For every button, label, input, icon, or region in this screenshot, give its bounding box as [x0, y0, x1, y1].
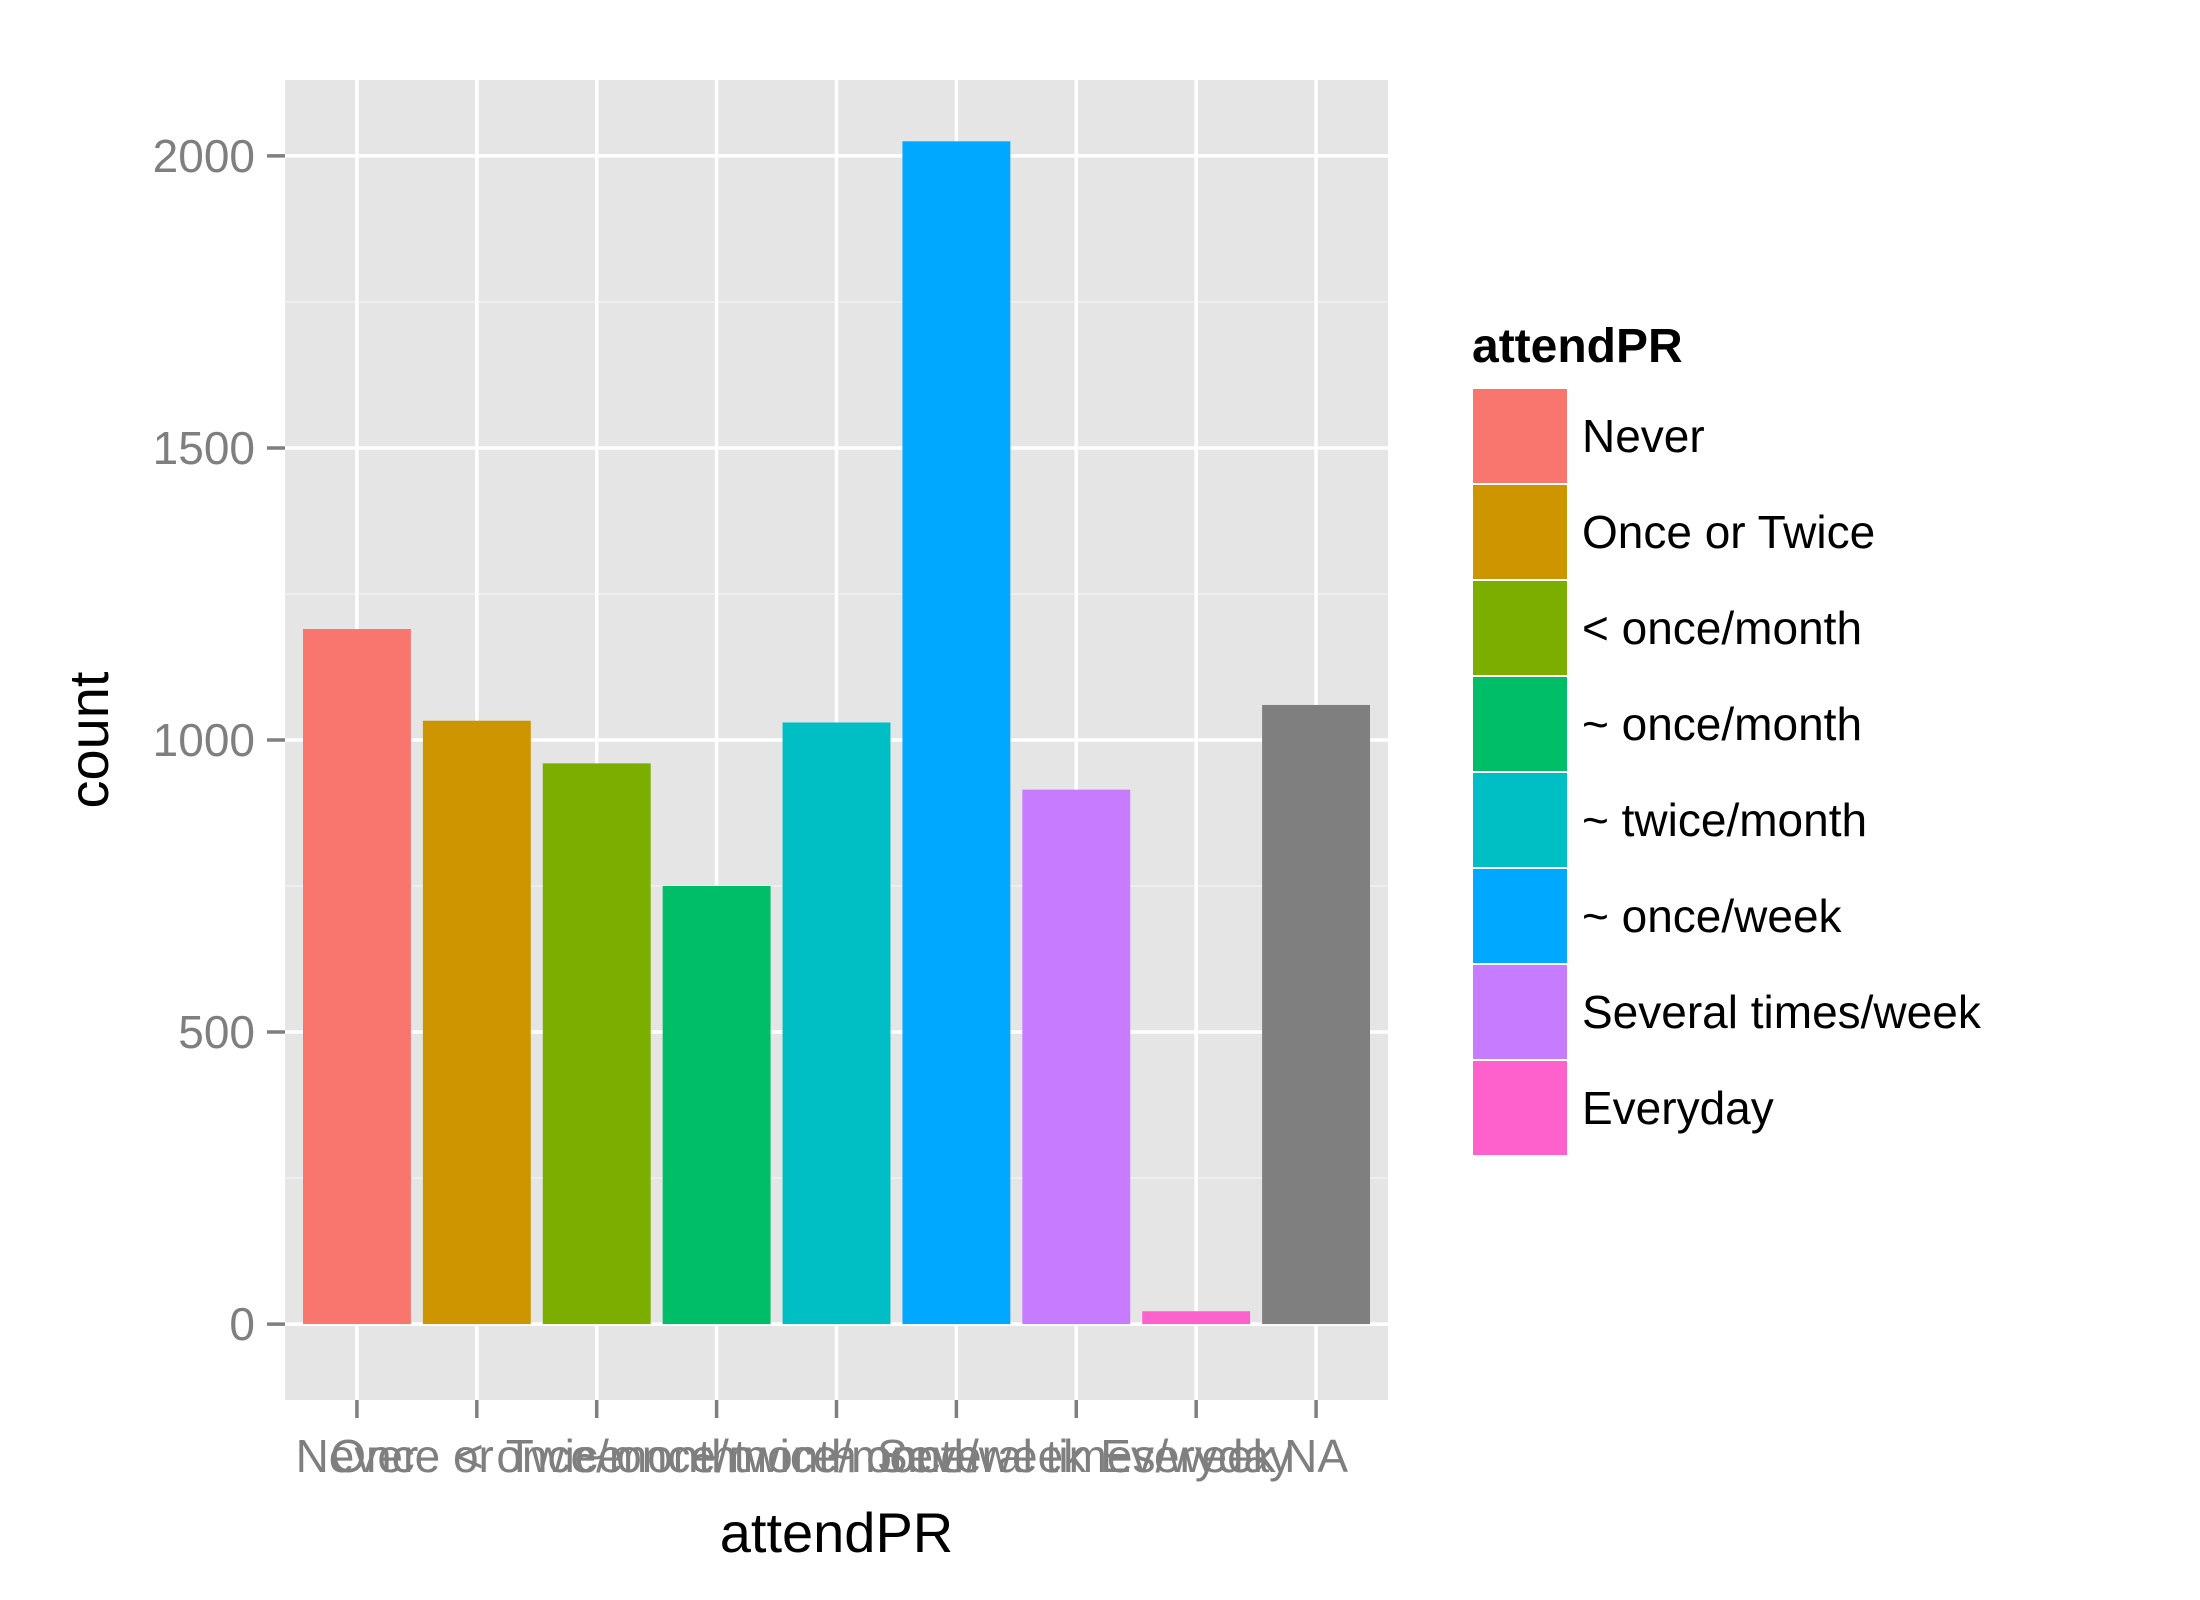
y-axis: 0 500 1000 1500 2000 [153, 130, 285, 1350]
y-tick-label: 2000 [153, 130, 255, 182]
legend-items: Never Once or Twice < once/month ~ once/mon… [1471, 387, 1982, 1157]
x-tick-label: NA [1284, 1430, 1348, 1482]
legend-key [1471, 579, 1569, 677]
legend-label: < once/month [1582, 602, 1862, 654]
x-tick-label: ~ once/month [577, 1430, 857, 1482]
bar [422, 720, 531, 1325]
bar [1262, 704, 1371, 1325]
x-tick-label: Never [296, 1430, 419, 1482]
x-tick-label: ~ once/week [827, 1430, 1088, 1482]
legend-key [1471, 963, 1569, 1061]
legend-key [1471, 1059, 1569, 1157]
y-tick-label: 0 [229, 1298, 255, 1350]
y-axis-title: count [57, 671, 120, 808]
legend-label: Once or Twice [1582, 506, 1875, 558]
y-tick-label: 1500 [153, 422, 255, 474]
x-axis-title: attendPR [720, 1501, 954, 1564]
legend-label: ~ twice/month [1582, 794, 1867, 846]
bar [542, 763, 651, 1325]
bar [782, 722, 891, 1325]
legend: attendPR Never Once or Twice < once/month ~… [1471, 320, 1982, 1157]
x-tick-label: Once or Twice [330, 1430, 623, 1482]
legend-label: ~ once/month [1582, 698, 1862, 750]
y-tick-label: 500 [178, 1006, 255, 1058]
x-tick-label: ~ twice/month [694, 1430, 979, 1482]
bars [302, 141, 1371, 1325]
x-tick-label: Everyday [1100, 1430, 1292, 1482]
legend-key [1471, 867, 1569, 965]
bar [662, 886, 771, 1325]
x-tick-label: < once/month [457, 1430, 737, 1482]
legend-label: ~ once/week [1582, 890, 1843, 942]
bar [302, 629, 411, 1325]
legend-key [1471, 771, 1569, 869]
bar [1022, 789, 1131, 1325]
x-tick-label: Several times/week [877, 1430, 1277, 1482]
legend-title: attendPR [1472, 320, 1683, 373]
bar [902, 141, 1011, 1325]
legend-label: Several times/week [1582, 986, 1982, 1038]
legend-label: Never [1582, 410, 1705, 462]
legend-key [1471, 483, 1569, 581]
bar [1142, 1311, 1251, 1325]
y-tick-label: 1000 [153, 714, 255, 766]
legend-label: Everyday [1582, 1082, 1774, 1134]
legend-key [1471, 675, 1569, 773]
legend-key [1471, 387, 1569, 485]
